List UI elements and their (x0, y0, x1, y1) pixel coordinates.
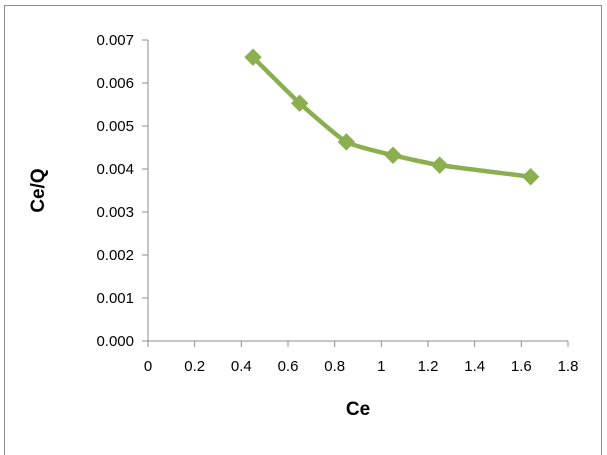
y-tick-label: 0.004 (96, 161, 134, 178)
x-tick-label: 0.2 (184, 358, 205, 375)
y-tick-labels: 0.000 0.001 0.002 0.003 0.004 0.005 0.006 0.007 (96, 32, 134, 350)
data-point-marker (244, 48, 262, 66)
x-axis-title: Ce (346, 399, 370, 420)
x-tick-label: 1.4 (464, 358, 485, 375)
data-point-marker (521, 168, 540, 186)
y-tick-label: 0.005 (96, 118, 134, 135)
y-tick-label: 0.007 (96, 32, 134, 49)
x-tick-label: 1.8 (558, 358, 579, 375)
y-tick-label: 0.006 (96, 75, 134, 92)
chart-frame (4, 5, 602, 455)
x-tick-label: 1 (377, 358, 385, 375)
data-point-marker (337, 133, 356, 151)
x-tick-labels: 0 0.2 0.4 0.6 0.8 1 1.2 1.4 1.6 1.8 (144, 358, 579, 375)
y-tick-label: 0.002 (96, 247, 134, 264)
data-point-marker (290, 94, 309, 112)
series-layer (244, 48, 540, 186)
y-tick-label: 0.003 (96, 204, 134, 221)
x-tick-label: 0 (144, 358, 152, 375)
y-tick-label: 0.000 (96, 333, 134, 350)
axes (142, 39, 569, 347)
x-tick-label: 0.8 (324, 358, 345, 375)
x-tick-label: 1.2 (418, 358, 439, 375)
x-tick-label: 1.6 (511, 358, 532, 375)
y-tick-label: 0.001 (96, 290, 134, 307)
y-axis-title: Ce/Q (28, 168, 49, 212)
data-point-marker (384, 146, 402, 164)
x-tick-label: 0.4 (231, 358, 252, 375)
x-tick-label: 0.6 (278, 358, 299, 375)
data-point-marker (430, 156, 449, 174)
